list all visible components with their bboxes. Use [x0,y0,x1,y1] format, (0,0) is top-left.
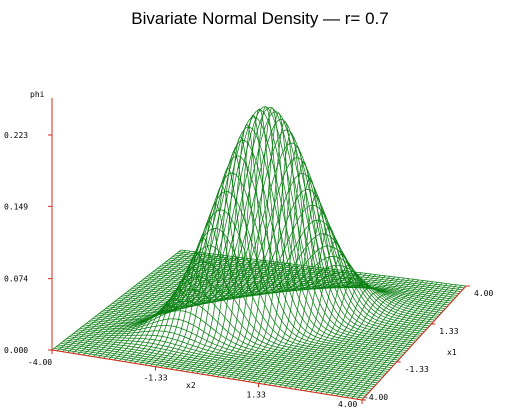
mesh-line-x2 [330,282,438,396]
z-tick-label: 0.074 [4,275,28,284]
mesh-line-x2 [93,254,220,357]
x2-axis-line [51,349,363,401]
mesh-line-x2 [67,251,196,353]
mesh-line-x2 [304,279,415,392]
chart-title: Bivariate Normal Density — r= 0.7 [131,9,388,28]
mesh-line-x2 [341,283,448,397]
mesh-line-x2 [346,283,453,398]
mesh-line-x2 [237,161,353,381]
mesh-line-x2 [77,252,206,355]
x1-tick-label: 4.00 [474,289,493,298]
x1-tick-label: -4.00 [364,393,388,402]
mesh-line-x1 [112,116,411,348]
x1-axis-label: x1 [447,348,457,357]
mesh-line-x2 [289,277,400,389]
mesh-line-x2 [98,255,225,358]
x2-tick-label: 4.00 [338,400,357,409]
mesh-line-x2 [186,136,305,372]
mesh-line-x2 [149,252,272,367]
mesh-line-x2 [279,274,391,387]
mesh-line-x2 [310,279,419,392]
mesh-line-x2 [315,280,424,393]
mesh-line-x2 [294,277,405,390]
mesh-line-x2 [299,278,410,391]
mesh-line-x2 [217,112,334,377]
mesh-line-x2 [268,253,381,386]
mesh-line-x2 [72,252,201,354]
surface-mesh [51,106,467,401]
mesh-line-x2 [258,226,372,384]
mesh-line-x2 [242,178,358,382]
mesh-line-x2 [160,220,282,368]
x1-axis-ticks: -4.00 -1.33 1.33 4.00 [362,285,493,402]
z-axis-ticks: 0.000 0.074 0.149 0.223 [4,131,52,355]
x2-tick-label: -4.00 [28,358,52,367]
mesh-line-x2 [325,281,434,395]
mesh-line-x2 [335,282,443,397]
mesh-line-x2 [248,194,362,382]
z-tick-label: 0.000 [4,346,28,355]
mesh-line-x2 [155,237,277,367]
mesh-line-x2 [56,250,187,352]
z-axis-label: phi [30,90,45,99]
x2-axis-label: x2 [186,381,196,390]
x1-tick-label: -1.33 [405,365,429,374]
mesh-line-x2 [222,120,339,378]
mesh-line-x2 [320,280,429,394]
mesh-line-x2 [206,106,324,376]
mesh-line-x2 [51,249,182,351]
x2-tick-label: 1.33 [247,390,266,399]
mesh-line-x2 [108,256,234,360]
z-tick-label: 0.149 [4,202,28,211]
mesh-line-x2 [351,284,457,399]
mesh-line-x2 [227,132,343,379]
z-tick-label: 0.223 [4,131,28,140]
mesh-line-x2 [191,124,310,373]
mesh-line-x2 [82,253,210,356]
mesh-line-x2 [139,259,263,365]
x1-tick-label: 1.33 [439,327,458,336]
x2-tick-label: -1.33 [143,374,167,383]
x1-axis-line [361,285,467,401]
mesh-line-x2 [170,185,291,370]
mesh-line-x2 [263,241,377,385]
mesh-line-x2 [134,259,258,364]
mesh-line-x2 [62,250,191,352]
x2-axis-ticks: -4.00 -1.33 1.33 4.00 [28,350,363,409]
mesh-line-x2 [165,203,286,369]
mesh-line-x2 [273,264,386,387]
mesh-line-x2 [356,285,462,400]
mesh-line-x2 [87,253,215,357]
mesh-line-x2 [180,151,301,372]
mesh-line-x2 [253,211,367,383]
mesh-line-x2 [232,146,348,380]
mesh-line-x2 [201,108,320,375]
